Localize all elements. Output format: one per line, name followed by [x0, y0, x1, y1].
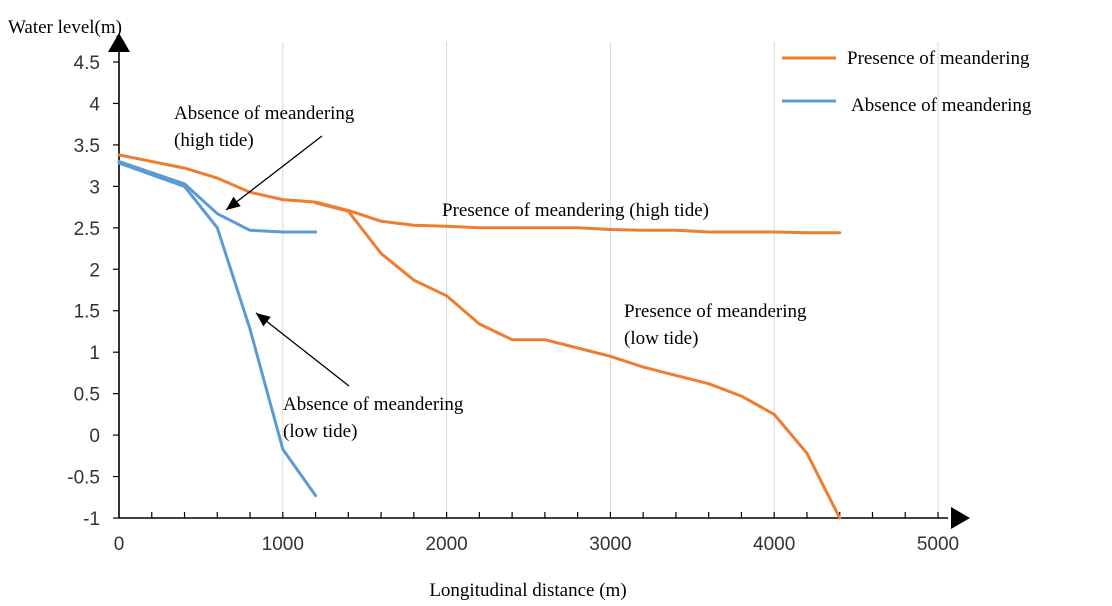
x-tick-label: 2000: [425, 534, 467, 555]
annotation-line: (low tide): [624, 328, 698, 349]
annotations: Absence of meandering (high tide) Presence…: [174, 103, 807, 442]
legend: Presence of meandering Absence of meander…: [782, 48, 1032, 116]
annotation-line: Absence of meandering: [283, 394, 464, 415]
annotation-line: Absence of meandering: [174, 103, 355, 124]
gridlines: [282, 42, 939, 518]
annotation-label: Presence of meandering (low tide): [624, 301, 807, 349]
y-tick-label: 4.5: [74, 53, 100, 74]
y-tick-label: 0.5: [74, 385, 100, 406]
x-tick-label: 1000: [262, 534, 304, 555]
tick-labels: 0 1000 2000 3000 4000 5000 4.5 4 3.5 3 2.5 2 1.5 1 0.5…: [67, 53, 959, 555]
annotation-line: (high tide): [174, 130, 254, 151]
axes: [108, 33, 970, 529]
y-tick-label: -0.5: [67, 468, 100, 489]
y-axis-label: Water level(m): [8, 17, 122, 38]
series-line-1: [117, 153, 842, 235]
annotation-label: Absence of meandering (high tide): [174, 103, 355, 151]
series-lines: [117, 153, 842, 520]
legend-label: Absence of meandering: [851, 95, 1032, 116]
annotation-line: Presence of meandering (high tide): [442, 200, 709, 221]
series-line-2: [314, 201, 842, 520]
annotation-arrow-head: [256, 313, 271, 327]
annotation-label: Absence of meandering (low tide): [283, 394, 464, 442]
annotation-line: (low tide): [283, 421, 357, 442]
y-tick-label: 2: [89, 260, 100, 281]
y-tick-label: 3: [89, 177, 100, 198]
annotation-line: Presence of meandering: [624, 301, 807, 322]
x-tick-label: 4000: [753, 534, 795, 555]
x-tick-label: 0: [114, 534, 125, 555]
annotation-arrow-line: [225, 135, 323, 211]
x-tick-label: 3000: [589, 534, 631, 555]
x-tick-label: 5000: [917, 534, 959, 555]
y-tick-label: 3.5: [74, 136, 100, 157]
series-line-4: [117, 161, 318, 498]
y-tick-label: -1: [83, 509, 100, 530]
y-tick-label: 0: [89, 426, 100, 447]
x-axis-label: Longitudinal distance (m): [429, 580, 626, 601]
y-tick-label: 1: [89, 343, 100, 364]
y-tick-label: 4: [89, 94, 100, 115]
annotation-arrow-head: [226, 196, 241, 210]
y-tick-label: 2.5: [74, 219, 100, 240]
y-tick-label: 1.5: [74, 302, 100, 323]
annotation-arrow-line: [255, 312, 350, 387]
y-axis-arrow: [108, 33, 130, 52]
x-axis-arrow: [951, 507, 970, 529]
annotation-label: Presence of meandering (high tide): [442, 200, 709, 221]
legend-label: Presence of meandering: [847, 48, 1030, 69]
series-line-3: [117, 160, 318, 234]
